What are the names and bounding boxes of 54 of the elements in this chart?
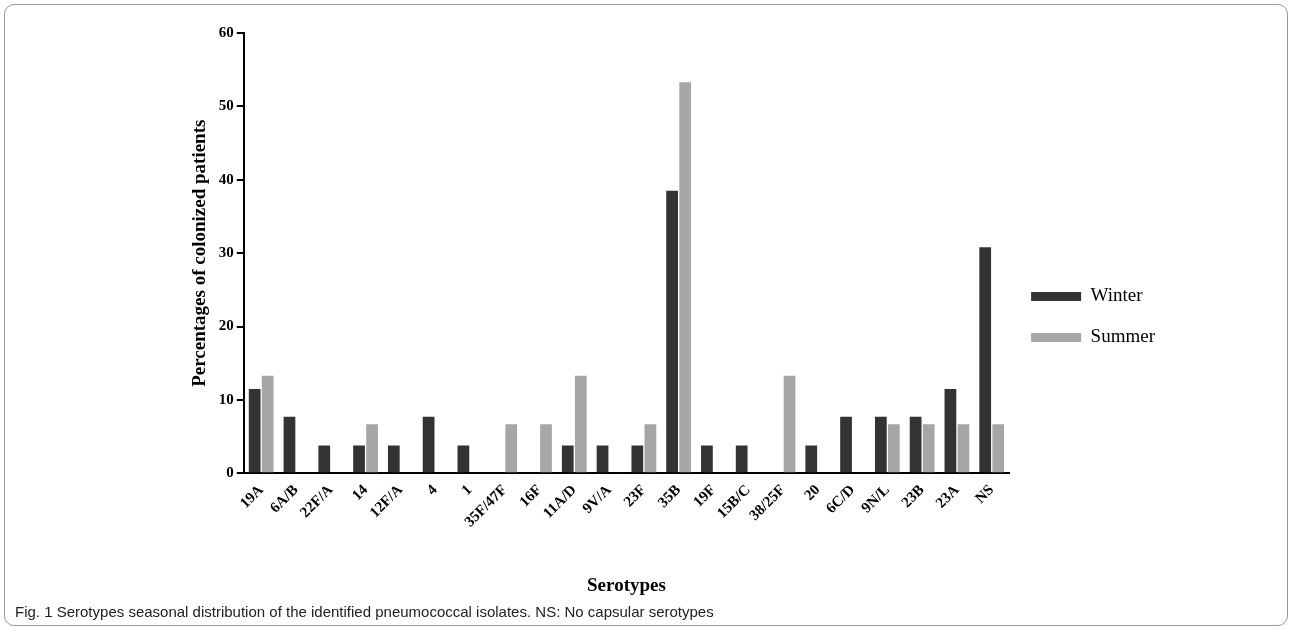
bar — [805, 445, 818, 473]
y-tick-label: 0 — [226, 464, 234, 481]
bar — [353, 445, 365, 473]
bar — [574, 375, 587, 473]
bar — [909, 416, 922, 473]
bar — [701, 445, 713, 473]
bar — [783, 375, 796, 473]
y-tick-label: 40 — [218, 170, 234, 187]
bar — [979, 247, 992, 473]
bar — [992, 424, 1005, 473]
bar — [679, 82, 692, 473]
x-tick-label: 35B — [654, 481, 684, 511]
x-tick-label: 4 — [423, 480, 441, 498]
x-tick-label: 20 — [800, 481, 823, 504]
bar — [735, 445, 748, 473]
bar — [366, 424, 378, 473]
bar — [505, 424, 518, 473]
bar — [457, 445, 470, 473]
y-tick-label: 10 — [218, 390, 234, 407]
x-axis-title: Serotypes — [587, 573, 666, 595]
bar — [644, 424, 657, 473]
x-tick-label: NS — [971, 481, 997, 507]
bar — [540, 424, 552, 473]
y-tick-label: 50 — [218, 97, 234, 114]
y-tick-label: 20 — [218, 317, 234, 334]
bar — [248, 388, 261, 473]
x-tick-label: 23A — [932, 481, 962, 511]
legend-label: Winter — [1090, 284, 1144, 306]
bar — [888, 424, 900, 473]
bar — [957, 424, 970, 473]
bar — [283, 416, 296, 473]
bar — [261, 375, 274, 473]
bar — [666, 190, 678, 473]
bar — [631, 445, 644, 473]
y-tick-label: 30 — [218, 244, 234, 261]
bar — [318, 445, 331, 473]
y-tick-label: 60 — [218, 23, 234, 40]
y-axis-title: Percentages of colonized patients — [188, 119, 210, 387]
x-tick-label: 23B — [898, 481, 928, 511]
x-tick-label: 16F — [515, 481, 545, 510]
bar — [387, 445, 400, 473]
caption: Fig. 1 Serotypes seasonal distribution of the identified pneumococcal isolates. NS: No capsular serotypes — [15, 603, 714, 620]
legend-label: Summer — [1090, 325, 1156, 347]
x-tick-label: 14 — [348, 480, 371, 504]
x-tick-label: 19F — [689, 481, 719, 510]
x-tick-label: 19A — [236, 481, 267, 511]
bar — [840, 416, 852, 473]
x-tick-label: 23F — [620, 481, 649, 510]
bar — [561, 445, 574, 473]
bar — [874, 416, 887, 473]
bar — [422, 416, 435, 473]
bar — [596, 445, 609, 473]
bar — [922, 424, 935, 473]
bar — [944, 388, 957, 473]
